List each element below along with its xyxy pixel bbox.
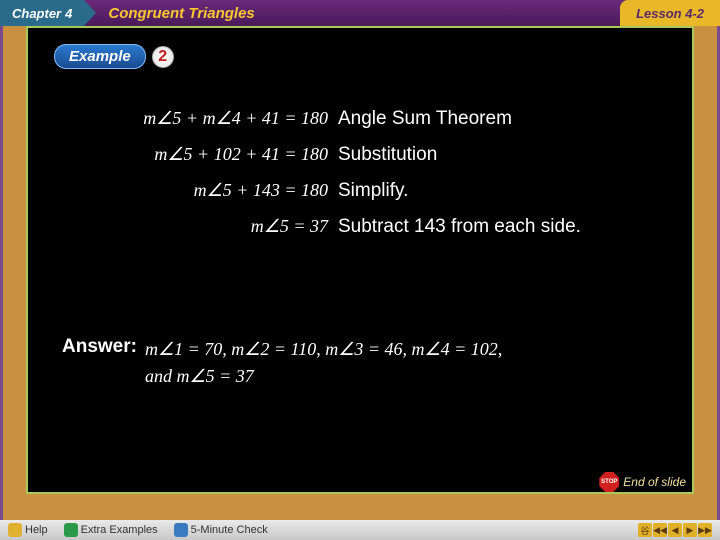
answer-line2: and m∠5 = 37 [145, 366, 254, 386]
step-row: m∠5 + 143 = 180 Simplify. [48, 180, 672, 202]
nav-prev-button[interactable]: ◀ [668, 523, 682, 537]
chapter-label: Chapter [12, 6, 61, 21]
step-row: m∠5 = 37 Subtract 143 from each side. [48, 216, 672, 238]
answer-label: Answer: [62, 336, 137, 358]
step-equation: m∠5 = 37 [48, 216, 338, 237]
step-row: m∠5 + m∠4 + 41 = 180 Angle Sum Theorem [48, 108, 672, 130]
bottom-toolbar: Help Extra Examples 5-Minute Check ⾕ ◀◀ … [0, 520, 720, 540]
help-button[interactable]: Help [8, 523, 48, 537]
stop-icon: STOP [599, 472, 619, 492]
extra-label: Extra Examples [81, 524, 158, 536]
step-equation: m∠5 + 143 = 180 [48, 180, 338, 201]
header-bar: Chapter 4 Congruent Triangles Lesson 4-2 [0, 0, 720, 26]
help-icon [8, 523, 22, 537]
slide: Chapter 4 Congruent Triangles Lesson 4-2… [0, 0, 720, 540]
nav-last-button[interactable]: ▶▶ [698, 523, 712, 537]
example-label: Example [54, 44, 146, 69]
step-reason: Simplify. [338, 180, 672, 202]
end-of-slide: STOP End of slide [599, 472, 686, 492]
answer-text: m∠1 = 70, m∠2 = 110, m∠3 = 46, m∠4 = 102… [145, 336, 502, 390]
step-reason: Substitution [338, 144, 672, 166]
example-number: 2 [152, 46, 174, 68]
end-of-slide-label: End of slide [623, 475, 686, 489]
steps-table: m∠5 + m∠4 + 41 = 180 Angle Sum Theorem m… [48, 108, 672, 252]
nav-cluster: ⾕ ◀◀ ◀ ▶ ▶▶ [638, 523, 712, 537]
example-badge: Example 2 [54, 44, 174, 69]
extra-examples-button[interactable]: Extra Examples [64, 523, 158, 537]
lesson-tab: Lesson 4-2 [620, 0, 720, 26]
check-label: 5-Minute Check [191, 524, 268, 536]
answer-line1: m∠1 = 70, m∠2 = 110, m∠3 = 46, m∠4 = 102… [145, 339, 502, 359]
globe-icon [64, 523, 78, 537]
nav-next-button[interactable]: ▶ [683, 523, 697, 537]
subject-title: Congruent Triangles [84, 0, 620, 26]
step-reason: Angle Sum Theorem [338, 108, 672, 130]
step-equation: m∠5 + 102 + 41 = 180 [48, 144, 338, 165]
clock-icon [174, 523, 188, 537]
step-row: m∠5 + 102 + 41 = 180 Substitution [48, 144, 672, 166]
answer-block: Answer: m∠1 = 70, m∠2 = 110, m∠3 = 46, m… [62, 336, 672, 390]
content-frame [26, 26, 694, 494]
nav-home-button[interactable]: ⾕ [638, 523, 652, 537]
chapter-tab: Chapter 4 [0, 0, 84, 26]
step-equation: m∠5 + m∠4 + 41 = 180 [48, 108, 338, 129]
five-minute-check-button[interactable]: 5-Minute Check [174, 523, 268, 537]
chapter-number: 4 [65, 6, 72, 21]
step-reason: Subtract 143 from each side. [338, 216, 672, 238]
help-label: Help [25, 524, 48, 536]
nav-first-button[interactable]: ◀◀ [653, 523, 667, 537]
